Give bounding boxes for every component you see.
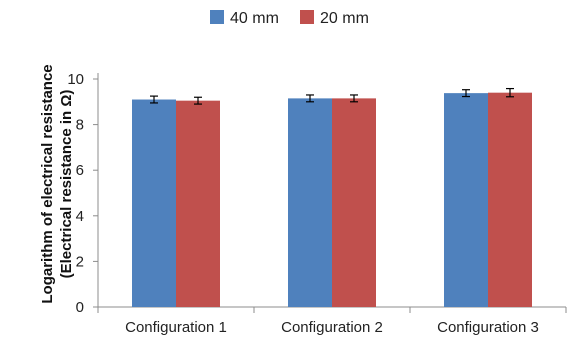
bar <box>176 100 220 307</box>
legend: 40 mm 20 mm <box>210 10 369 27</box>
x-tick-label: Configuration 1 <box>125 319 227 336</box>
bar <box>132 99 176 308</box>
x-tick-label: Configuration 2 <box>281 319 383 336</box>
bar <box>444 93 488 307</box>
legend-label-40mm: 40 mm <box>230 10 279 27</box>
plot-area: 0 2 4 6 8 10 Configuration 1 Configuration 2 Con… <box>67 71 567 336</box>
y-tick-label: 2 <box>76 253 84 270</box>
y-tick-label: 0 <box>76 299 84 316</box>
x-tick-label: Configuration 3 <box>437 319 539 336</box>
y-tick-label: 6 <box>76 162 84 179</box>
bar <box>288 98 332 307</box>
y-axis-title-line1: Logarithm of electrical resistance <box>39 64 56 303</box>
y-tick-label: 10 <box>67 71 84 88</box>
legend-swatch-40mm <box>210 10 224 24</box>
bar <box>332 98 376 307</box>
legend-label-20mm: 20 mm <box>320 10 369 27</box>
legend-swatch-20mm <box>300 10 314 24</box>
y-axis-title-line2: (Electrical resistance in Ω) <box>58 90 75 279</box>
y-tick-label: 8 <box>76 117 84 134</box>
y-tick-label: 4 <box>76 208 84 225</box>
bar <box>488 92 532 308</box>
